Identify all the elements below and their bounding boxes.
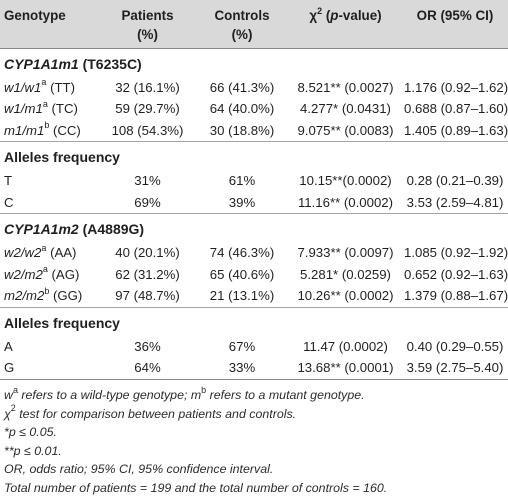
patients-cell: 31% bbox=[100, 170, 195, 192]
table-row: m1/m1b (CC)108 (54.3%)30 (18.8%)9.075** … bbox=[0, 120, 508, 142]
header-patients: Patients(%) bbox=[100, 0, 195, 48]
table-footnotes: wa refers to a wild-type genotype; mb re… bbox=[4, 386, 504, 497]
chi-square-cell: 8.521** (0.0027) bbox=[289, 77, 402, 99]
section-header-row: CYP1A1m1 (T6235C) bbox=[0, 48, 508, 77]
patients-cell: 59 (29.7%) bbox=[100, 98, 195, 120]
odds-ratio-cell: 0.28 (0.21–0.39) bbox=[402, 170, 508, 192]
footnote-abbreviations: OR, odds ratio; 95% CI, 95% confidence i… bbox=[4, 460, 504, 479]
patients-cell: 32 (16.1%) bbox=[100, 77, 195, 99]
footnote-p-001: **p ≤ 0.01. bbox=[4, 442, 504, 461]
chi-square-cell: 10.15**(0.0002) bbox=[289, 170, 402, 192]
chi-square-cell: 7.933** (0.0097) bbox=[289, 242, 402, 264]
section-title: Alleles frequency bbox=[0, 307, 508, 336]
odds-ratio-cell: 1.405 (0.89–1.63) bbox=[402, 120, 508, 142]
odds-ratio-cell: 1.379 (0.88–1.67) bbox=[402, 285, 508, 307]
controls-cell: 21 (13.1%) bbox=[195, 285, 289, 307]
genotype-cell: m2/m2b (GG) bbox=[0, 285, 100, 307]
table-header-row: Genotype Patients(%) Controls(%) χ2 (p-v… bbox=[0, 0, 508, 48]
genotype-cell: w1/m1a (TC) bbox=[0, 98, 100, 120]
chi-square-cell: 11.47 (0.0002) bbox=[289, 336, 402, 358]
header-controls: Controls(%) bbox=[195, 0, 289, 48]
genotype-cell: C bbox=[0, 192, 100, 214]
patients-cell: 64% bbox=[100, 357, 195, 379]
chi-square-cell: 13.68** (0.0001) bbox=[289, 357, 402, 379]
section-header-row: Alleles frequency bbox=[0, 307, 508, 336]
section-title: CYP1A1m2 (A4889G) bbox=[0, 214, 508, 243]
odds-ratio-cell: 1.085 (0.92–1.92) bbox=[402, 242, 508, 264]
odds-ratio-cell: 1.176 (0.92–1.62) bbox=[402, 77, 508, 99]
genotype-cell: w1/w1a (TT) bbox=[0, 77, 100, 99]
section-title: CYP1A1m1 (T6235C) bbox=[0, 48, 508, 77]
genotype-cell: T bbox=[0, 170, 100, 192]
controls-cell: 61% bbox=[195, 170, 289, 192]
chi-square-cell: 9.075** (0.0083) bbox=[289, 120, 402, 142]
footnote-chi-square: χ2 test for comparison between patients … bbox=[4, 405, 504, 424]
chi-square-cell: 5.281* (0.0259) bbox=[289, 264, 402, 286]
patients-cell: 108 (54.3%) bbox=[100, 120, 195, 142]
footnote-p-005: *p ≤ 0.05. bbox=[4, 423, 504, 442]
table-row: w1/w1a (TT)32 (16.1%)66 (41.3%)8.521** (… bbox=[0, 77, 508, 99]
controls-cell: 33% bbox=[195, 357, 289, 379]
genotype-cell: G bbox=[0, 357, 100, 379]
table-row: w2/w2a (AA)40 (20.1%)74 (46.3%)7.933** (… bbox=[0, 242, 508, 264]
controls-cell: 39% bbox=[195, 192, 289, 214]
header-chi-square: χ2 (p-value) bbox=[289, 0, 402, 48]
odds-ratio-cell: 0.688 (0.87–1.60) bbox=[402, 98, 508, 120]
section-header-row: Alleles frequency bbox=[0, 142, 508, 171]
table-row: w1/m1a (TC)59 (29.7%)64 (40.0%)4.277* (0… bbox=[0, 98, 508, 120]
controls-cell: 74 (46.3%) bbox=[195, 242, 289, 264]
patients-cell: 62 (31.2%) bbox=[100, 264, 195, 286]
header-genotype: Genotype bbox=[0, 0, 100, 48]
odds-ratio-cell: 0.40 (0.29–0.55) bbox=[402, 336, 508, 358]
genotype-cell: A bbox=[0, 336, 100, 358]
odds-ratio-cell: 3.53 (2.59–4.81) bbox=[402, 192, 508, 214]
controls-cell: 67% bbox=[195, 336, 289, 358]
footnote-sample-size: Total number of patients = 199 and the t… bbox=[4, 479, 504, 497]
controls-cell: 30 (18.8%) bbox=[195, 120, 289, 142]
section-header-row: CYP1A1m2 (A4889G) bbox=[0, 214, 508, 243]
header-odds-ratio: OR (95% CI) bbox=[402, 0, 508, 48]
controls-cell: 64 (40.0%) bbox=[195, 98, 289, 120]
patients-cell: 40 (20.1%) bbox=[100, 242, 195, 264]
chi-square-cell: 11.16** (0.0002) bbox=[289, 192, 402, 214]
controls-cell: 66 (41.3%) bbox=[195, 77, 289, 99]
genotype-frequency-table: Genotype Patients(%) Controls(%) χ2 (p-v… bbox=[0, 0, 508, 380]
odds-ratio-cell: 3.59 (2.75–5.40) bbox=[402, 357, 508, 379]
genotype-cell: w2/m2a (AG) bbox=[0, 264, 100, 286]
odds-ratio-cell: 0.652 (0.92–1.63) bbox=[402, 264, 508, 286]
patients-cell: 36% bbox=[100, 336, 195, 358]
section-title: Alleles frequency bbox=[0, 142, 508, 171]
patients-cell: 69% bbox=[100, 192, 195, 214]
table-body: CYP1A1m1 (T6235C)w1/w1a (TT)32 (16.1%)66… bbox=[0, 48, 508, 379]
footnote-genotype-key: wa refers to a wild-type genotype; mb re… bbox=[4, 386, 504, 405]
genotype-cell: m1/m1b (CC) bbox=[0, 120, 100, 142]
controls-cell: 65 (40.6%) bbox=[195, 264, 289, 286]
table-row: w2/m2a (AG)62 (31.2%)65 (40.6%)5.281* (0… bbox=[0, 264, 508, 286]
genotype-cell: w2/w2a (AA) bbox=[0, 242, 100, 264]
table-row: m2/m2b (GG)97 (48.7%)21 (13.1%)10.26** (… bbox=[0, 285, 508, 307]
chi-square-cell: 10.26** (0.0002) bbox=[289, 285, 402, 307]
patients-cell: 97 (48.7%) bbox=[100, 285, 195, 307]
chi-square-cell: 4.277* (0.0431) bbox=[289, 98, 402, 120]
